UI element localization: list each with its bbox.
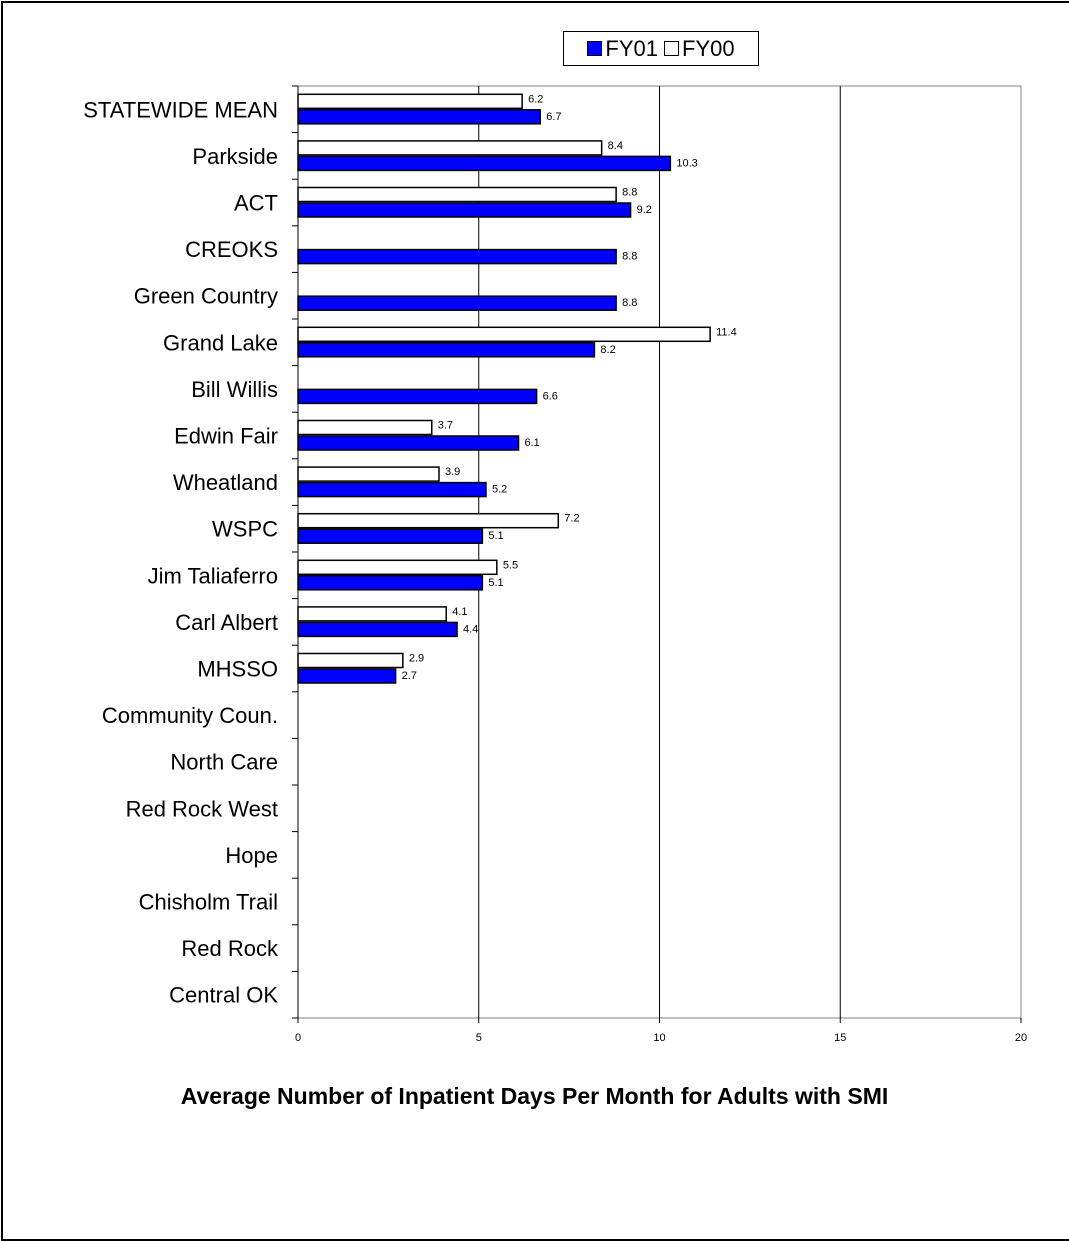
bar-fy00 <box>297 466 440 482</box>
category-label: Community Coun. <box>102 703 278 728</box>
legend-item-fy00: FY00 <box>664 36 735 62</box>
category-label: North Care <box>170 750 278 775</box>
bar-fy01 <box>297 481 487 498</box>
data-label-fy01: 8.2 <box>600 344 615 356</box>
category-label: STATEWIDE MEAN <box>83 97 278 122</box>
category-label: Edwin Fair <box>174 424 278 449</box>
category-label: Chisholm Trail <box>139 890 278 915</box>
bar-fy01 <box>297 155 672 172</box>
category-label: Green Country <box>134 284 278 309</box>
data-label-fy01: 10.3 <box>676 157 697 169</box>
category-label: Central OK <box>169 983 278 1008</box>
legend-item-fy01: FY01 <box>587 36 658 62</box>
bar-fy00 <box>297 140 603 156</box>
bar-fy00 <box>297 186 617 203</box>
category-label: Parkside <box>192 144 278 169</box>
labels: STATEWIDE MEAN 6.26.7 Parkside 8.4 10.3 ACT 8.… <box>83 93 736 1007</box>
category-label: MHSSO <box>197 657 278 682</box>
category-label: Carl Albert <box>175 610 278 635</box>
data-label-fy00: 6.2 <box>528 93 543 105</box>
data-label-fy01: 8.8 <box>622 251 637 263</box>
bar-fy01 <box>297 248 617 265</box>
data-label-fy00: 3.7 <box>438 420 453 432</box>
data-label-fy00: 2.9 <box>409 653 424 665</box>
bar-fy01 <box>297 668 397 684</box>
bar-fy01 <box>297 295 617 311</box>
data-label-fy01: 6.6 <box>543 390 558 402</box>
axes: 0 5 10 15 20 <box>292 85 1027 1044</box>
legend-label-fy01: FY01 <box>605 35 658 61</box>
data-label-fy01: 4.4 <box>463 623 478 635</box>
category-label: WSPC <box>212 517 278 542</box>
data-label-fy00: 5.5 <box>503 559 518 571</box>
bar-fy01 <box>297 575 484 591</box>
legend: FY01 FY00 <box>563 31 759 66</box>
data-label-fy01: 5.1 <box>488 530 503 542</box>
bar-fy01 <box>297 528 484 544</box>
data-label-fy00: 11.4 <box>716 326 737 338</box>
category-label: ACT <box>234 191 278 216</box>
category-label: Hope <box>225 843 278 868</box>
bar-fy00 <box>297 512 560 529</box>
data-label-fy01: 6.7 <box>546 111 561 123</box>
x-tick-label: 20 <box>1015 1032 1027 1044</box>
bar-fy00 <box>297 606 447 622</box>
category-label: Wheatland <box>173 470 278 495</box>
bar-fy01 <box>297 109 541 125</box>
data-label-fy00: 8.8 <box>622 187 637 199</box>
x-tick-label: 15 <box>834 1032 846 1044</box>
data-label-fy01: 8.8 <box>622 297 637 309</box>
bar-fy00 <box>297 93 523 110</box>
gridlines <box>297 85 1022 1019</box>
data-label-fy01: 9.2 <box>637 204 652 216</box>
x-tick-label: 0 <box>295 1032 301 1044</box>
legend-swatch-fy01 <box>587 41 603 56</box>
bar-fy01 <box>297 202 632 218</box>
data-label-fy01: 5.1 <box>488 577 503 589</box>
legend-label-fy00: FY00 <box>682 35 735 61</box>
category-label: Red Rock <box>181 936 279 961</box>
bar-fy01 <box>297 621 458 638</box>
category-label: Bill Willis <box>191 377 278 402</box>
bar-fy01 <box>297 435 520 451</box>
bar-fy00 <box>297 559 498 576</box>
bar-fy00 <box>297 419 433 436</box>
category-label: CREOKS <box>185 237 278 262</box>
data-label-fy00: 4.1 <box>452 606 467 618</box>
category-label: Jim Taliaferro <box>148 563 278 588</box>
data-label-fy00: 7.2 <box>564 513 579 525</box>
data-label-fy01: 2.7 <box>402 670 417 682</box>
category-label: Red Rock West <box>126 796 278 821</box>
x-tick-label: 10 <box>653 1032 665 1044</box>
bar-fy00 <box>297 326 711 343</box>
data-label-fy00: 3.9 <box>445 466 460 478</box>
bar-fy01 <box>297 388 538 405</box>
category-label: Grand Lake <box>163 330 278 355</box>
bar-fy00 <box>297 652 404 669</box>
data-label-fy01: 5.2 <box>492 484 507 496</box>
chart-title: Average Number of Inpatient Days Per Mon… <box>180 1083 889 1109</box>
data-label-fy00: 8.4 <box>608 140 623 152</box>
legend-swatch-fy00 <box>664 41 679 56</box>
x-tick-label: 5 <box>476 1032 482 1044</box>
data-label-fy01: 6.1 <box>525 437 540 449</box>
bar-fy01 <box>297 342 596 358</box>
bars <box>297 93 711 684</box>
